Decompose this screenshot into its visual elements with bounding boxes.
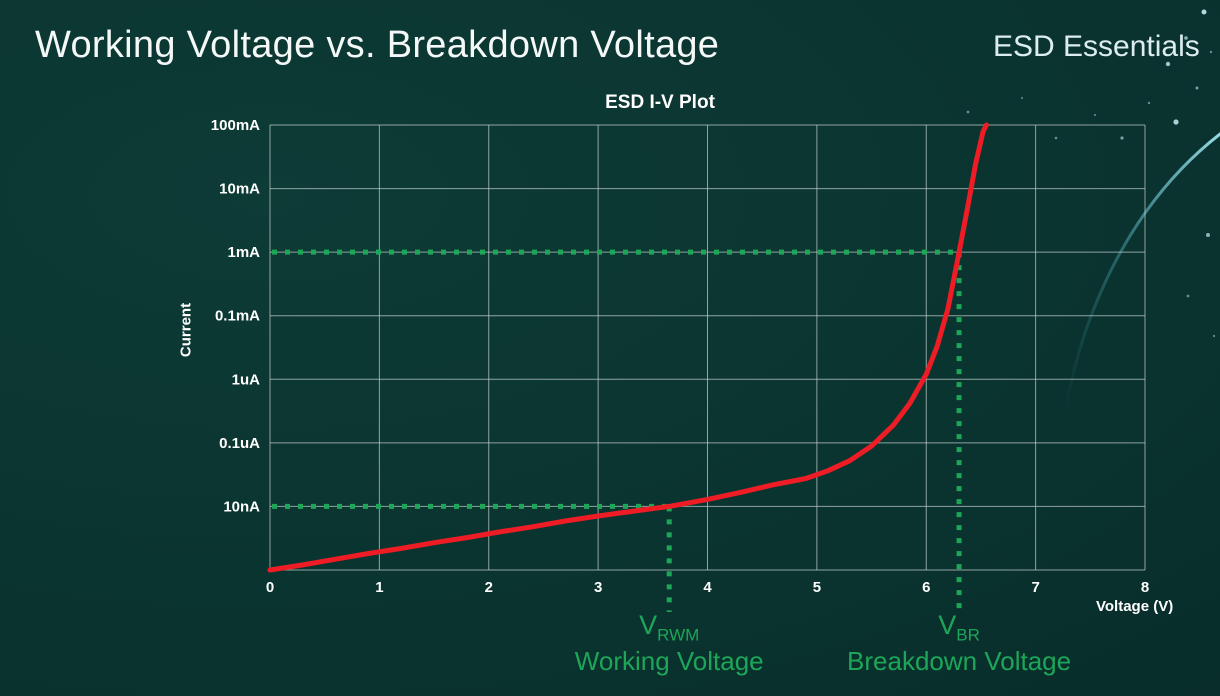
- vrwm-symbol: VRWM: [639, 610, 700, 645]
- x-tick-label: 8: [1141, 579, 1149, 596]
- x-axis-label: Voltage (V): [1096, 598, 1174, 615]
- x-tick-label: 1: [375, 579, 383, 596]
- x-tick-label: 4: [703, 579, 712, 596]
- y-tick-label: 0.1uA: [219, 435, 260, 452]
- x-tick-label: 7: [1031, 579, 1039, 596]
- chart-title: ESD I-V Plot: [605, 92, 715, 113]
- x-tick-label: 5: [813, 579, 821, 596]
- page-title: Working Voltage vs. Breakdown Voltage: [35, 24, 720, 66]
- annotation-working-voltage: VRWM Working Voltage: [574, 610, 764, 677]
- y-tick-label: 10mA: [219, 181, 260, 198]
- annotation-breakdown-voltage: VBR Breakdown Voltage: [847, 610, 1072, 677]
- light-streak: [1058, 132, 1220, 459]
- iv-curve: [267, 122, 989, 573]
- vbr-symbol: VBR: [938, 610, 980, 645]
- particle-dots: [966, 9, 1216, 338]
- y-tick-label: 100mA: [211, 117, 260, 134]
- y-tick-label: 0.1mA: [215, 308, 260, 325]
- y-tick-label: 1mA: [227, 244, 260, 261]
- x-tick-label: 6: [922, 579, 930, 596]
- x-tick-label: 0: [266, 579, 274, 596]
- y-tick-label: 1uA: [232, 371, 261, 388]
- x-tick-label: 3: [594, 579, 602, 596]
- y-tick-label: 10nA: [223, 498, 260, 515]
- vbr-caption: Breakdown Voltage: [847, 646, 1072, 677]
- x-tick-label: 2: [485, 579, 493, 596]
- vrwm-caption: Working Voltage: [574, 646, 764, 677]
- brand-logo-text: ESD Essentials: [993, 30, 1200, 63]
- y-axis-label: Current: [177, 302, 195, 358]
